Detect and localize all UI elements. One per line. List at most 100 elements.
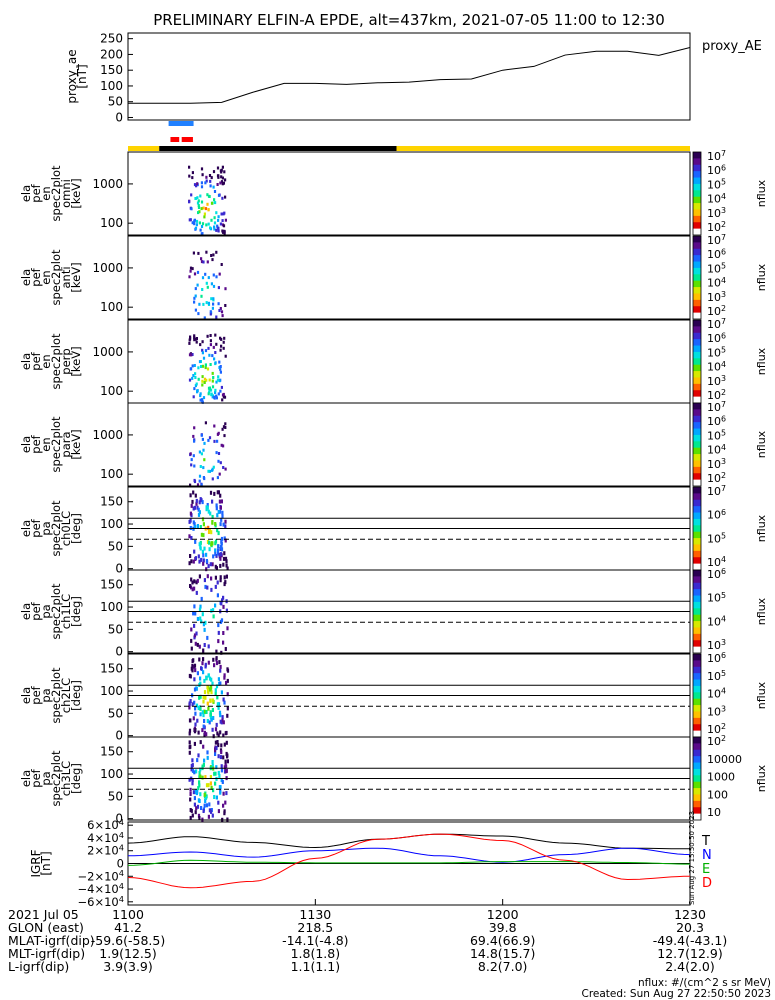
- spectrogram-cell: [222, 803, 225, 808]
- spectrogram-cell: [206, 685, 209, 690]
- spectrogram-cell: [217, 809, 220, 814]
- spectrogram-cell: [221, 718, 224, 723]
- spectrogram-cell: [211, 562, 214, 567]
- spectrogram-cell: [221, 196, 224, 200]
- colorbar-segment: [693, 383, 701, 391]
- spectrogram-cell: [206, 719, 209, 723]
- spectrogram-cell: [188, 378, 192, 382]
- spectrogram-cell: [191, 768, 195, 773]
- colorbar-segment: [693, 287, 701, 294]
- spectrogram-cell: [224, 287, 227, 291]
- spectrogram-cell: [223, 232, 226, 236]
- spectrogram-cell: [220, 344, 223, 348]
- panel-ylabel: en: [39, 270, 53, 284]
- colorbar-segment: [693, 749, 701, 757]
- spectrogram-cell: [189, 744, 192, 749]
- spectrogram-cell: [201, 173, 204, 177]
- spectrogram-cell: [209, 310, 212, 314]
- spectrogram-cell: [200, 185, 204, 189]
- spectrogram-panel: 1001000elapefenspec2plotomni[keV]1071061…: [19, 149, 768, 236]
- spectrogram-cell: [191, 499, 194, 504]
- spectrogram-cell: [199, 604, 202, 609]
- spectrogram-cell: [207, 564, 210, 569]
- spectrogram-cell: [202, 724, 205, 729]
- spectrogram-cell: [203, 458, 206, 462]
- colorbar-segment: [693, 557, 701, 565]
- spectrogram-cell: [196, 389, 199, 393]
- spectrogram-cell: [206, 574, 209, 579]
- spectrogram-cell: [194, 308, 197, 312]
- spectrogram-cell: [194, 722, 197, 727]
- spectrogram-cell: [192, 490, 195, 495]
- igrf-ytick-label: 0: [117, 857, 124, 871]
- spectrogram-cell: [218, 272, 221, 276]
- colorbar-segment: [693, 692, 701, 700]
- spectrogram-cell: [219, 719, 222, 724]
- spectrogram-cell: [207, 392, 210, 396]
- spectrogram-cell: [223, 551, 226, 556]
- spectrogram-cell: [224, 647, 227, 651]
- panel-ylabel: ela: [19, 603, 33, 620]
- spectrogram-cell: [219, 389, 222, 393]
- panel-ytick-label: 150: [100, 745, 123, 759]
- spectrogram-cell: [208, 808, 211, 813]
- spectrogram-cell: [224, 519, 227, 524]
- colorbar-segment: [693, 454, 701, 461]
- spectrogram-cell: [212, 465, 215, 469]
- igrf-ytick-label: −6×104: [78, 894, 125, 909]
- spectrogram-cell: [201, 348, 204, 352]
- spectrogram-cell: [199, 676, 202, 681]
- spectrogram-cell: [213, 491, 216, 496]
- spectrogram-cell: [211, 698, 214, 703]
- spectrogram-cell: [199, 194, 202, 198]
- igrf-D-line: [127, 833, 690, 889]
- spectrogram-cell: [197, 251, 200, 255]
- spectrogram-cell: [193, 687, 197, 692]
- spectrogram-cell: [194, 197, 197, 200]
- colorbar-tick-label: 106: [707, 508, 726, 522]
- spectrogram-cell: [193, 426, 196, 430]
- spectrogram-cell: [211, 514, 214, 519]
- spectrogram-cell: [191, 376, 194, 380]
- spectrogram-cell: [201, 383, 204, 387]
- spectrogram-cell: [221, 514, 224, 519]
- spectrogram-cell: [193, 586, 196, 591]
- spectrogram-cell: [210, 541, 213, 546]
- spectrogram-cell: [225, 559, 228, 564]
- spectrogram-cell: [216, 695, 219, 700]
- panel-ylabel: pef: [29, 601, 43, 620]
- spectrogram-cell: [214, 575, 217, 580]
- spectrogram-cell: [207, 644, 210, 649]
- spectrogram-cell: [212, 734, 215, 739]
- spectrogram-cell: [189, 699, 192, 703]
- spectrogram-cell: [225, 608, 228, 613]
- spectrogram-cell: [215, 451, 218, 455]
- spectrogram-cell: [197, 753, 200, 758]
- spectrogram-cell: [197, 211, 200, 215]
- colorbar-segment: [693, 332, 701, 340]
- spectrogram-cell: [198, 474, 202, 478]
- spectrogram-cell: [203, 377, 207, 381]
- spectrogram-panels: 1001000elapefenspec2plotomni[keV]1071061…: [19, 149, 768, 826]
- spectrogram-cell: [192, 658, 195, 663]
- spectrogram-cell: [210, 608, 213, 613]
- spectrogram-cell: [194, 611, 197, 616]
- igrf-ytick-label: 4×104: [87, 830, 124, 845]
- spectrogram-cell: [199, 706, 202, 711]
- spectrogram-cell: [193, 604, 196, 609]
- spectrogram-cell: [214, 748, 217, 753]
- spectrogram-cell: [202, 809, 205, 813]
- spectrogram-cell: [213, 216, 216, 220]
- spectrogram-cell: [195, 337, 198, 340]
- spectrogram-cell: [204, 584, 207, 589]
- spectrogram-cell: [199, 228, 202, 232]
- colorbar-segment: [693, 177, 701, 185]
- panel-ytick-label: 1000: [92, 177, 123, 191]
- spectrogram-cell: [196, 270, 200, 274]
- colorbar-segment: [693, 364, 701, 372]
- sunlight-bar: [128, 146, 160, 151]
- igrf-ytick-label: −4×104: [78, 881, 125, 896]
- spectrogram-cell: [204, 207, 208, 211]
- colorbar-tick-label: 105: [707, 591, 726, 605]
- spectrogram-cell: [190, 353, 193, 357]
